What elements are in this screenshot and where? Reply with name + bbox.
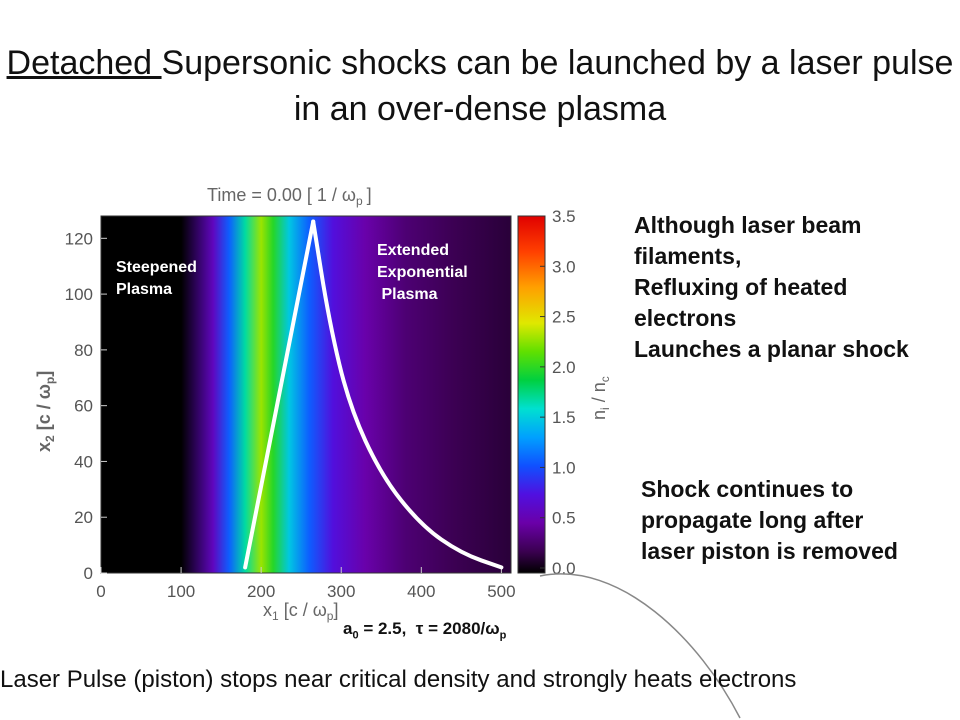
plot-area: 0 100 200 300 400 500 0 20 40 60 80 100 120: [65, 215, 516, 601]
x-ticks: 0 100 200 300 400 500: [96, 567, 516, 601]
note1-line-5: Launches a planar shock: [634, 336, 909, 362]
steepened-line-2: Plasma: [116, 281, 173, 298]
y-tick-label: 100: [65, 285, 93, 304]
x-tick-label: 200: [247, 582, 275, 601]
y-tick-label: 60: [74, 397, 93, 416]
y-tick-label: 80: [74, 341, 93, 360]
steepened-plasma-label: Steepened Plasma: [116, 257, 197, 301]
note-shock-continues: Shock continues to propagate long after …: [641, 474, 960, 567]
colorbar-tick-label: 1.0: [552, 458, 576, 477]
pulse-parameters: a0 = 2.5, τ = 2080/ωp: [343, 619, 506, 641]
shock-decay-curve: [311, 219, 504, 570]
param-rest: = 2.5, τ = 2080/ω: [358, 619, 500, 638]
colorbar-tick-label: 2.5: [552, 308, 576, 327]
extended-line-3: Plasma: [377, 286, 438, 303]
x-tick-label: 400: [407, 582, 435, 601]
x-axis-label: x1 [c / ωp]: [263, 600, 338, 623]
x-tick-label: 0: [96, 582, 105, 601]
slide-title: Detached Supersonic shocks can be launch…: [0, 40, 960, 132]
colorbar: 0.0 0.5 1.0 1.5 2.0 2.5 3.0 3.5 ni / nc: [517, 207, 612, 578]
colorbar-ticks: 0.0 0.5 1.0 1.5 2.0 2.5 3.0 3.5: [540, 207, 576, 578]
note1-line-4: electrons: [634, 305, 737, 331]
note1-line-1: Although laser beam: [634, 212, 862, 238]
heatmap-field: [101, 216, 511, 573]
y-tick-label: 120: [65, 229, 93, 248]
param-a: a: [343, 619, 353, 638]
time-header: Time = 0.00 [ 1 / ωp]: [207, 185, 372, 208]
plot-frame: [100, 215, 512, 574]
note-filaments: Although laser beam filaments, Refluxing…: [634, 210, 960, 365]
note1-line-3: Refluxing of heated: [634, 274, 848, 300]
bottom-caption: Laser Pulse (piston) stops near critical…: [0, 666, 797, 693]
param-rest-sub: p: [499, 629, 507, 642]
colorbar-bar: [517, 215, 546, 574]
colorbar-tick-label: 0.0: [552, 559, 576, 578]
extended-line-2: Exponential: [377, 264, 468, 281]
extended-line-1: Extended: [377, 242, 450, 259]
steepened-line-1: Steepened: [116, 259, 197, 276]
y-tick-label: 40: [74, 452, 93, 471]
title-rest: Supersonic shocks can be launched by a l…: [161, 44, 954, 128]
colorbar-tick-label: 0.5: [552, 509, 576, 528]
colorbar-tick-label: 1.5: [552, 408, 576, 427]
connector-arc: [539, 573, 741, 719]
colorbar-tick-label: 3.0: [552, 257, 576, 276]
x-tick-label: 100: [167, 582, 195, 601]
extended-plasma-label: Extended Exponential Plasma: [377, 240, 468, 306]
y-ticks: 0 20 40 60 80 100 120: [65, 229, 107, 583]
param-a-sub: 0: [352, 629, 359, 642]
note2-line-2: propagate long after: [641, 507, 864, 533]
y-tick-label: 20: [74, 508, 93, 527]
x-tick-label: 500: [487, 582, 515, 601]
colorbar-label: ni / nc: [589, 376, 612, 420]
y-tick-label: 0: [84, 564, 93, 583]
note2-line-3: laser piston is removed: [641, 538, 898, 564]
note2-line-1: Shock continues to: [641, 476, 854, 502]
x-tick-label: 300: [327, 582, 355, 601]
shock-rise-curve: [243, 219, 316, 570]
note1-line-2: filaments,: [634, 243, 742, 269]
colorbar-tick-label: 2.0: [552, 358, 576, 377]
y-axis-label: x2 [c / ωp]: [34, 371, 57, 452]
title-underlined: Detached: [6, 44, 162, 82]
colorbar-tick-label: 3.5: [552, 207, 576, 226]
